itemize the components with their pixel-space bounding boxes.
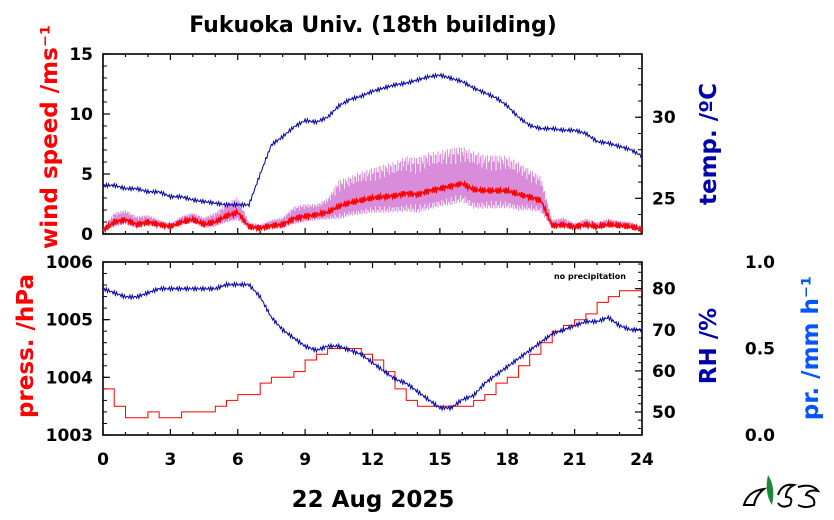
right-tick-label: 50 bbox=[652, 403, 676, 423]
top-panel-ticks: 0 5 10 15 25 30 bbox=[69, 45, 676, 245]
bottom-panel-ticks: 0 3 6 9 12 15 18 21 24 1003 1004 1005 1006 50 60 70 80 0.… bbox=[46, 253, 775, 470]
x-tick-label: 9 bbox=[299, 450, 311, 470]
pressure-series bbox=[103, 290, 642, 419]
humidity-series bbox=[102, 280, 643, 412]
no-precipitation-note: no precipitation bbox=[554, 272, 626, 281]
right-tick-label: 25 bbox=[652, 189, 676, 209]
wind-speed-axis-label: wind speed /ms⁻¹ bbox=[37, 25, 63, 249]
left-tick-label: 15 bbox=[69, 45, 93, 65]
x-tick-label: 15 bbox=[428, 450, 452, 470]
institute-logo bbox=[742, 475, 821, 508]
precip-tick-label: 1.0 bbox=[745, 253, 775, 273]
left-tick-label: 10 bbox=[69, 105, 93, 125]
right-tick-label: 80 bbox=[652, 280, 676, 300]
precip-tick-label: 0.5 bbox=[745, 340, 775, 360]
x-tick-label: 24 bbox=[630, 450, 654, 470]
chart-title: Fukuoka Univ. (18th building) bbox=[189, 13, 557, 38]
temperature-axis-label: temp. /ºC bbox=[696, 83, 722, 205]
precip-tick-label: 0.0 bbox=[745, 426, 775, 446]
x-tick-label: 3 bbox=[164, 450, 176, 470]
top-panel-series bbox=[102, 72, 643, 234]
precipitation-axis-label: pr. /mm h⁻¹ bbox=[798, 276, 824, 420]
x-tick-label: 6 bbox=[232, 450, 244, 470]
left-tick-label: 0 bbox=[81, 225, 93, 245]
x-tick-label: 0 bbox=[97, 450, 109, 470]
left-tick-label: 5 bbox=[81, 165, 93, 185]
date-label: 22 Aug 2025 bbox=[292, 487, 455, 513]
pressure-axis-label: press. /hPa bbox=[13, 274, 39, 418]
wind-mean-series bbox=[102, 179, 643, 234]
left-tick-label: 1003 bbox=[46, 426, 93, 446]
x-tick-label: 18 bbox=[495, 450, 519, 470]
right-tick-label: 30 bbox=[652, 108, 676, 128]
bottom-panel-series bbox=[102, 280, 643, 419]
right-tick-label: 60 bbox=[652, 362, 676, 382]
temperature-series bbox=[102, 72, 643, 209]
x-tick-label: 12 bbox=[361, 450, 385, 470]
left-tick-label: 1006 bbox=[46, 253, 93, 273]
wind-gust-series bbox=[102, 147, 642, 232]
bottom-panel-frame bbox=[102, 261, 643, 436]
left-tick-label: 1004 bbox=[46, 368, 93, 388]
left-tick-label: 1005 bbox=[46, 311, 93, 331]
right-tick-label: 70 bbox=[652, 321, 676, 341]
humidity-axis-label: RH /% bbox=[696, 308, 722, 384]
x-tick-label: 21 bbox=[563, 450, 587, 470]
